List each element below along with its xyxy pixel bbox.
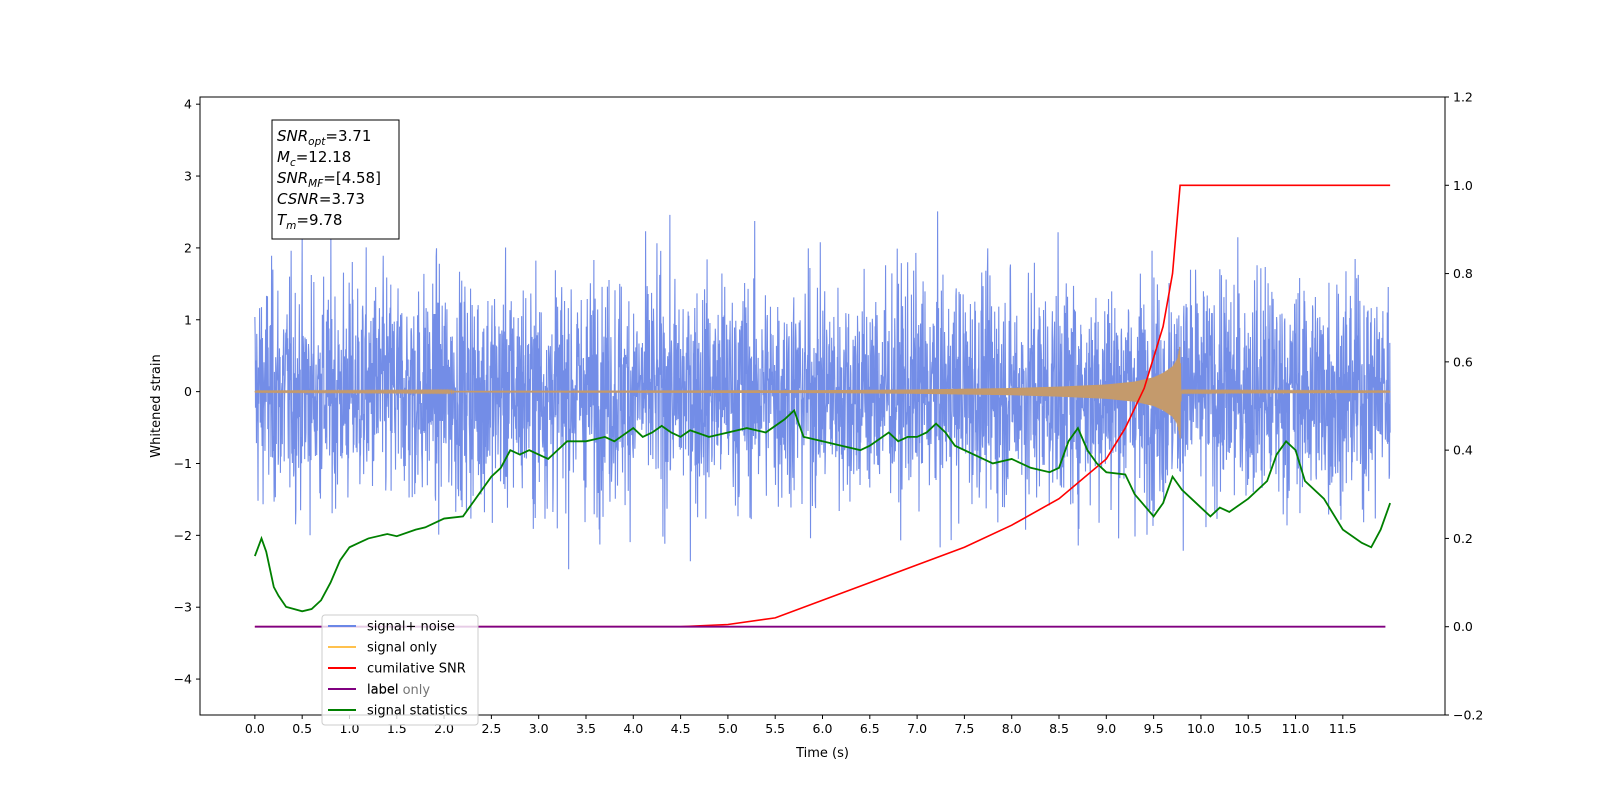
annotation-line: SNRMF=[4.58]	[277, 169, 381, 190]
annotation-line: CSNR=3.73	[277, 190, 365, 208]
annotation-value: =[4.58]	[323, 169, 381, 187]
y-tick-label: 3	[184, 169, 192, 184]
x-tick-label: 0.0	[245, 721, 265, 736]
x-tick-label: 5.5	[765, 721, 785, 736]
annotation-value: =3.73	[319, 190, 365, 208]
annotation-value: =9.78	[296, 211, 342, 229]
legend-label: label	[367, 683, 398, 698]
annotation-value: =3.71	[325, 127, 371, 145]
x-tick-label: 8.0	[1002, 721, 1022, 736]
x-tick-label: 11.5	[1329, 721, 1357, 736]
y2-tick-label: 0.4	[1453, 443, 1473, 458]
annotation-subscript: m	[286, 220, 296, 232]
y2-tick-label: 1.2	[1453, 90, 1473, 105]
signal-trace	[254, 346, 1391, 439]
x-tick-label: 10.0	[1187, 721, 1215, 736]
stats-annotation: SNRopt=3.71Mc=12.18SNRMF=[4.58]CSNR=3.73…	[271, 119, 400, 240]
annotation-line: Tm=9.78	[277, 211, 342, 232]
y2-tick-label: −0.2	[1453, 708, 1483, 723]
y2-tick-label: 0.6	[1453, 354, 1473, 369]
y2-tick-label: 0.2	[1453, 531, 1473, 546]
stats-layer	[254, 408, 1391, 613]
y-tick-label: −1	[174, 456, 192, 471]
annotation-line: SNRopt=3.71	[277, 127, 371, 148]
x-tick-label: 4.5	[671, 721, 691, 736]
x-tick-label: 8.5	[1049, 721, 1069, 736]
legend-label: signal only	[367, 641, 437, 656]
x-tick-label: 7.0	[907, 721, 927, 736]
y-tick-label: 0	[184, 384, 192, 399]
x-tick-label: 6.5	[860, 721, 880, 736]
x-tick-label: 3.5	[576, 721, 596, 736]
annotation-subscript: c	[290, 157, 296, 169]
legend-label: cumilative SNR	[367, 662, 466, 677]
legend-label: signal+ noise	[367, 620, 455, 635]
y-tick-label: 4	[184, 97, 192, 112]
noise-layer	[254, 211, 1391, 570]
y-axis-left: 4 3 2 1 0 −1 −2 −3 −4	[174, 97, 200, 687]
legend: label only signal+ noise signal only cumila…	[321, 614, 479, 726]
y2-tick-label: 0.8	[1453, 266, 1473, 281]
x-tick-label: 10.5	[1234, 721, 1262, 736]
x-tick-label: 5.0	[718, 721, 738, 736]
annotation-value: =12.18	[296, 148, 352, 166]
legend-label: signal statistics	[367, 704, 468, 719]
cumulative-snr-line	[254, 184, 1391, 628]
y-tick-label: −2	[174, 528, 192, 543]
legend-box	[321, 614, 479, 726]
annotation-symbol: CSNR	[277, 190, 319, 208]
y2-tick-label: 1.0	[1453, 178, 1473, 193]
annotation-subscript: MF	[308, 178, 324, 190]
y-tick-label: 1	[184, 312, 192, 327]
signal-statistics-line	[254, 408, 1391, 613]
annotation-symbol: SNR	[277, 169, 308, 187]
x-tick-label: 9.5	[1144, 721, 1164, 736]
x-tick-label: 2.5	[481, 721, 501, 736]
annotation-symbol: M	[277, 148, 290, 166]
x-axis-title: Time (s)	[795, 746, 849, 761]
x-tick-label: 11.0	[1282, 721, 1310, 736]
y-tick-label: −4	[174, 672, 192, 687]
snr-layer	[254, 184, 1391, 628]
x-tick-label: 6.0	[813, 721, 833, 736]
x-tick-label: 7.5	[954, 721, 974, 736]
y-axis-title: Whitened strain	[149, 354, 164, 457]
y-tick-label: −3	[174, 600, 192, 615]
noise-trace	[254, 211, 1391, 570]
x-tick-label: 0.5	[292, 721, 312, 736]
legend-hidden-label: label only	[367, 683, 430, 698]
x-tick-label: 3.0	[529, 721, 549, 736]
annotation-line: Mc=12.18	[277, 148, 351, 169]
annotation-symbol: T	[277, 211, 288, 229]
annotation-symbol: SNR	[277, 127, 308, 145]
y2-tick-label: 0.0	[1453, 619, 1473, 634]
x-tick-label: 4.0	[623, 721, 643, 736]
y-tick-label: 2	[184, 240, 192, 255]
annotation-subscript: opt	[308, 136, 326, 148]
y-axis-right: 1.2 1.0 0.8 0.6 0.4 0.2 0.0 −0.2	[1445, 90, 1483, 723]
x-tick-label: 9.0	[1096, 721, 1116, 736]
signal-layer	[254, 346, 1391, 439]
annotation-box	[271, 119, 400, 240]
